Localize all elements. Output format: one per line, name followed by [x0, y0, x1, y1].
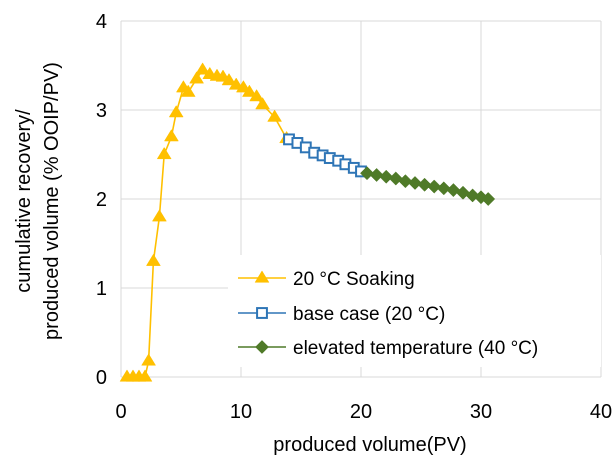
- legend-marker: [256, 307, 268, 319]
- data-point: [436, 181, 451, 196]
- x-tick-label: 10: [230, 401, 252, 423]
- x-tick-label: 40: [590, 401, 612, 423]
- data-point: [446, 183, 461, 198]
- legend-layer: 20 °C Soaking base case (20 °C) elevated t…: [228, 255, 601, 367]
- data-point: [141, 353, 157, 366]
- data-point: [195, 62, 211, 75]
- series-layer: [119, 62, 496, 382]
- y-axis-title-line-2: produced volume (% OOIP/PV): [41, 62, 63, 340]
- data-point: [249, 89, 265, 102]
- data-point: [360, 166, 374, 181]
- series-group: [119, 62, 295, 382]
- data-point: [369, 168, 384, 182]
- legend-label: base case (20 °C): [293, 304, 445, 325]
- data-point: [180, 84, 196, 97]
- data-point: [388, 171, 403, 186]
- legend-entry: base case (20 °C): [238, 304, 445, 325]
- y-tick-label: 4: [96, 11, 107, 33]
- data-point: [151, 209, 167, 222]
- data-point: [145, 253, 161, 266]
- x-tick-label: 20: [350, 401, 372, 423]
- y-tick-label: 2: [96, 189, 107, 211]
- data-point: [189, 71, 205, 84]
- legend-box: [228, 255, 601, 367]
- x-tick-label: 0: [115, 401, 126, 423]
- legend-entry: 20 °C Soaking: [238, 269, 415, 290]
- legend-label: elevated temperature (40 °C): [293, 338, 538, 359]
- x-axis-title: produced volume(PV): [273, 434, 466, 456]
- x-tick-label: 30: [470, 401, 492, 423]
- data-point: [398, 174, 413, 189]
- data-point: [417, 177, 432, 192]
- data-point: [267, 109, 283, 122]
- data-point: [241, 84, 257, 97]
- data-point: [427, 179, 442, 194]
- series-group: [283, 133, 367, 178]
- legend-marker: [254, 270, 270, 283]
- legend-marker: [255, 340, 269, 354]
- data-point: [481, 192, 496, 206]
- y-tick-label: 0: [96, 367, 107, 389]
- data-point: [255, 97, 271, 110]
- y-tick-label: 1: [96, 278, 107, 300]
- y-tick-label: 3: [96, 100, 107, 122]
- data-point: [168, 105, 184, 118]
- series-group: [360, 166, 496, 206]
- data-point: [408, 176, 422, 190]
- data-point: [156, 146, 172, 160]
- data-point: [465, 188, 480, 203]
- data-point: [137, 369, 153, 382]
- legend-label: 20 °C Soaking: [293, 269, 415, 290]
- data-point: [221, 73, 237, 86]
- data-point: [379, 169, 394, 184]
- data-point: [163, 129, 179, 142]
- y-axis-title-line-1: cumulative recovery/: [13, 109, 35, 293]
- legend-entry: elevated temperature (40 °C): [238, 338, 538, 359]
